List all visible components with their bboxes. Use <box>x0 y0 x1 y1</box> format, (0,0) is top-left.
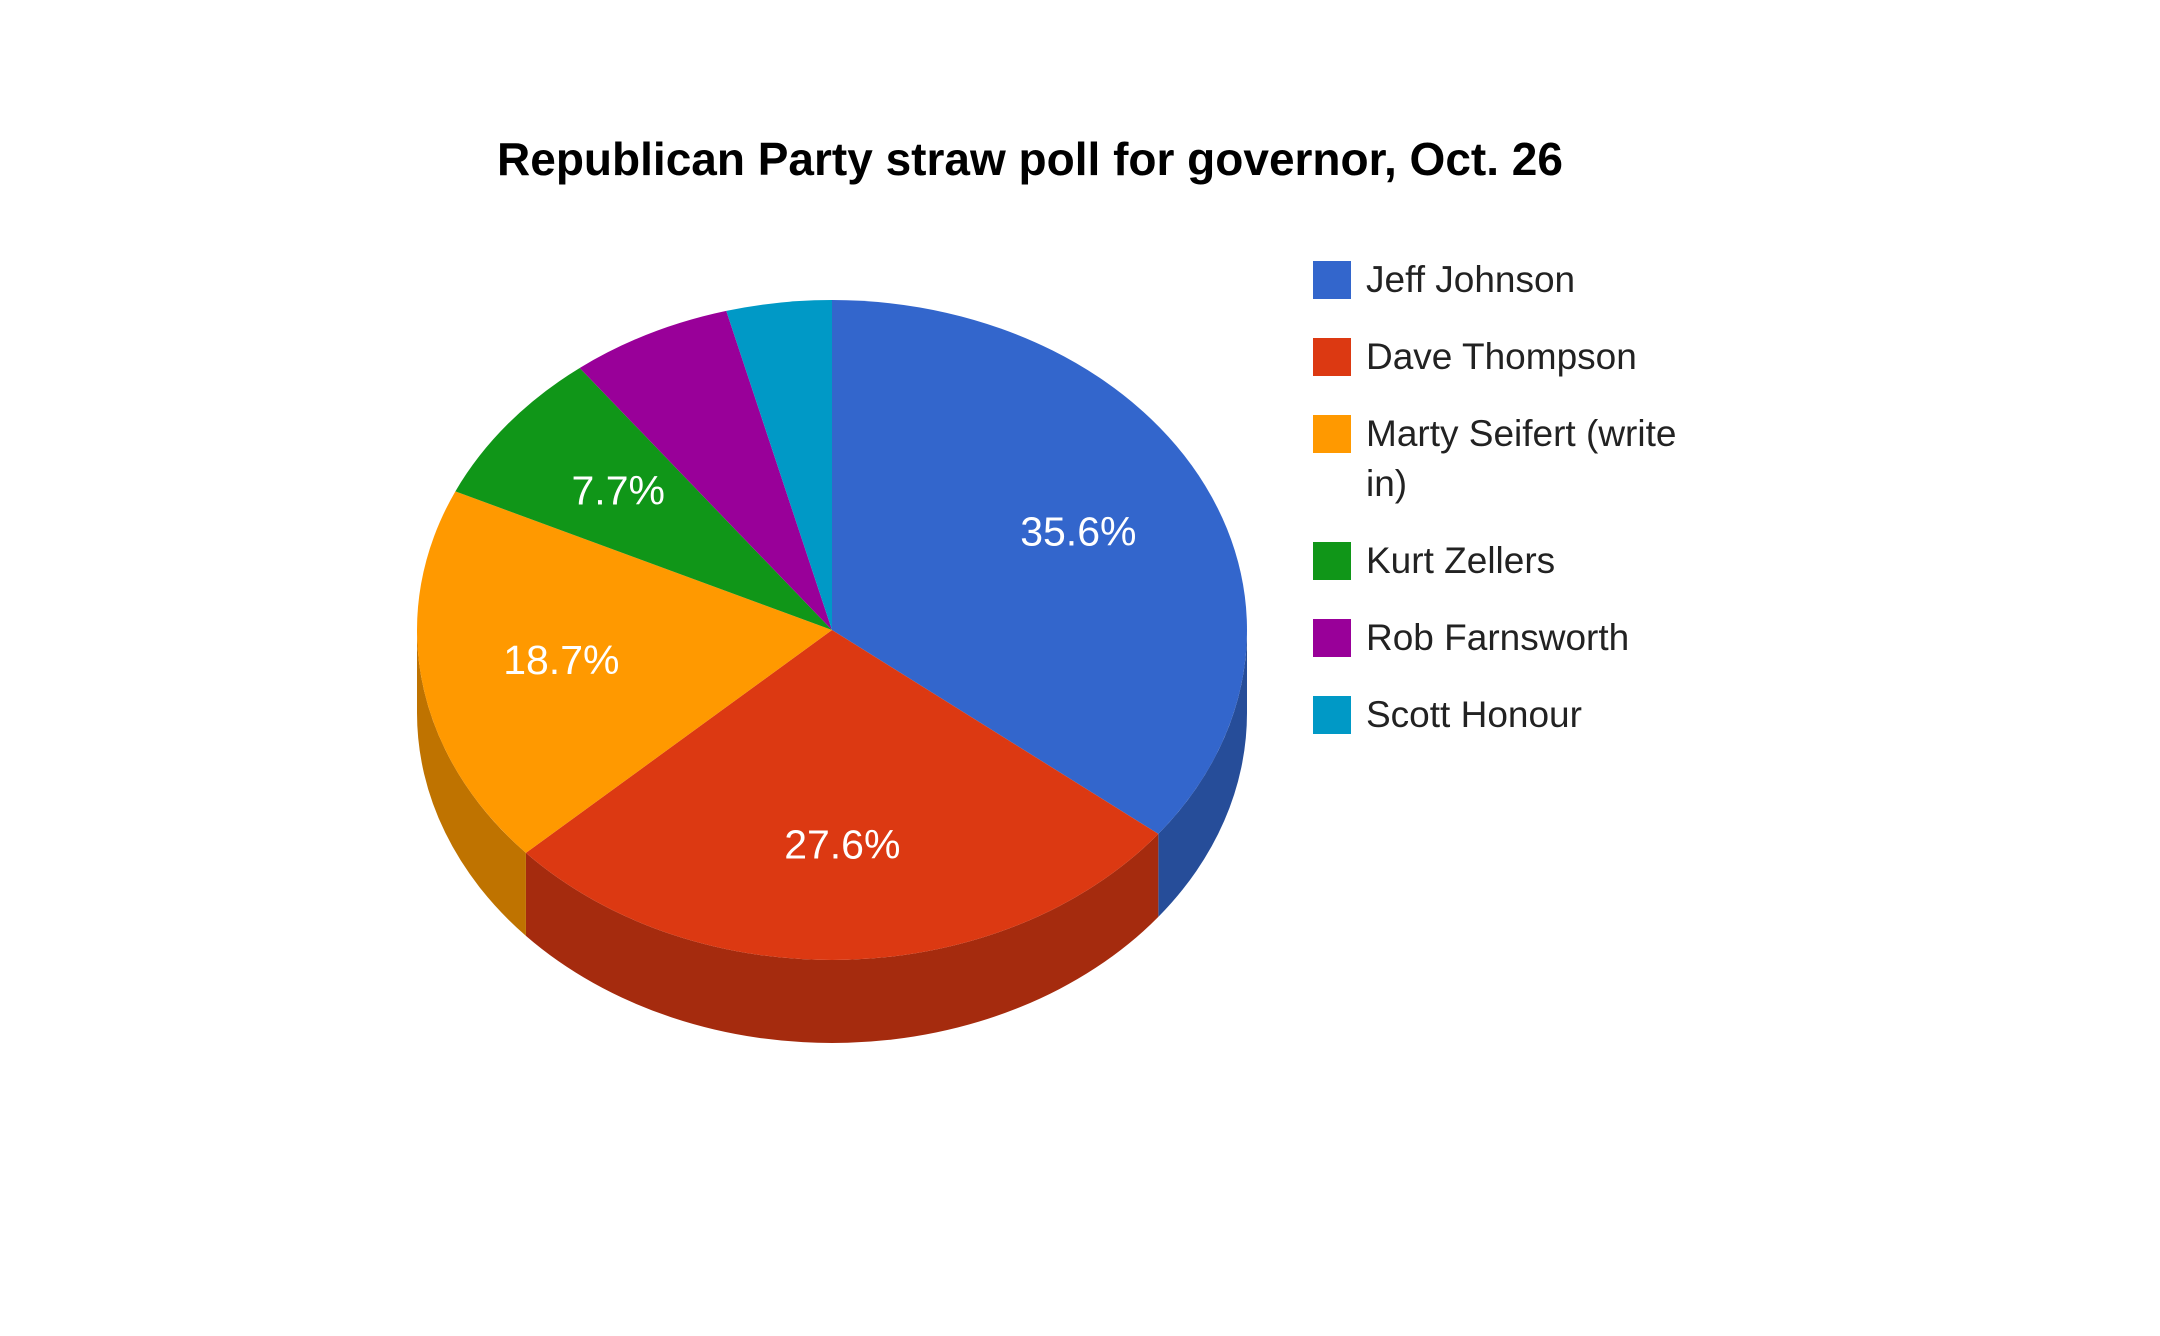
pie-slice <box>525 630 1159 960</box>
legend-label: Rob Farnsworth <box>1366 617 1630 658</box>
legend: Jeff Johnson Dave Thompson Marty Seifert (… <box>1313 255 1733 767</box>
legend-swatch <box>1313 619 1351 657</box>
legend-swatch <box>1313 338 1351 376</box>
legend-label: Jeff Johnson <box>1366 259 1576 300</box>
pie-top <box>416 300 1247 960</box>
data-label: 7.7% <box>572 468 665 514</box>
pie-slice <box>455 367 832 630</box>
pie-slice <box>832 300 1247 834</box>
legend-swatch <box>1313 415 1351 453</box>
legend-item: Scott Honour <box>1313 690 1706 740</box>
legend-item: Kurt Zellers <box>1313 536 1706 586</box>
legend-item: Rob Farnsworth <box>1313 613 1706 663</box>
pie-sides <box>417 630 1247 1043</box>
legend-label: Scott Honour <box>1366 694 1582 735</box>
pie-side <box>1158 630 1247 917</box>
legend-swatch <box>1313 261 1351 299</box>
legend-label: Dave Thompson <box>1366 336 1637 377</box>
pie-slice <box>579 310 832 630</box>
data-label: 35.6% <box>1020 509 1136 555</box>
legend-label: Kurt Zellers <box>1366 540 1556 581</box>
legend-swatch <box>1313 542 1351 580</box>
legend-item: Jeff Johnson <box>1313 255 1706 305</box>
legend-item: Marty Seifert (write in) <box>1313 409 1706 509</box>
data-label: 18.7% <box>503 637 619 683</box>
pie-slice <box>726 300 832 630</box>
chart-title: Republican Party straw poll for governor… <box>497 133 1563 185</box>
pie-side <box>417 630 526 936</box>
legend-swatch <box>1313 696 1351 734</box>
data-label: 27.6% <box>784 821 900 867</box>
legend-item: Dave Thompson <box>1313 332 1706 382</box>
legend-label: Marty Seifert (write in) <box>1366 413 1677 504</box>
pie-slice <box>416 491 832 853</box>
pie-side <box>525 833 1159 1043</box>
